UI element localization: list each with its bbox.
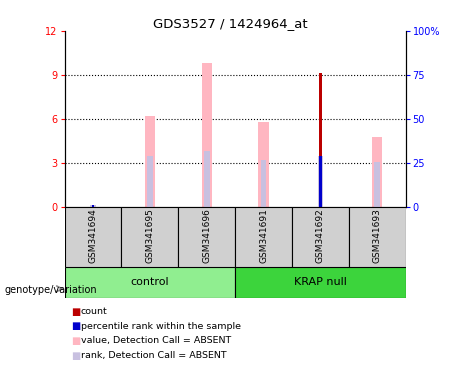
Text: count: count: [81, 307, 107, 316]
Text: ■: ■: [71, 336, 81, 346]
Text: GSM341694: GSM341694: [89, 209, 97, 263]
Text: ■: ■: [71, 307, 81, 317]
Text: control: control: [130, 277, 169, 287]
Bar: [292, 207, 349, 267]
Text: GSM341691: GSM341691: [259, 209, 268, 263]
Bar: [372, 137, 382, 207]
Text: GSM341695: GSM341695: [145, 209, 154, 263]
Text: GSM341696: GSM341696: [202, 209, 211, 263]
Bar: [235, 207, 292, 267]
Bar: [319, 73, 322, 207]
Text: ■: ■: [71, 321, 81, 331]
Bar: [349, 207, 406, 267]
Bar: [319, 156, 322, 207]
Bar: [121, 207, 178, 267]
Text: value, Detection Call = ABSENT: value, Detection Call = ABSENT: [81, 336, 231, 346]
Bar: [261, 160, 266, 207]
Bar: [318, 156, 323, 207]
Text: GDS3527 / 1424964_at: GDS3527 / 1424964_at: [153, 17, 308, 30]
Bar: [65, 267, 235, 298]
Bar: [259, 122, 269, 207]
Bar: [235, 267, 406, 298]
Text: KRAP null: KRAP null: [294, 277, 347, 287]
Text: rank, Detection Call = ABSENT: rank, Detection Call = ABSENT: [81, 351, 226, 360]
Bar: [65, 207, 121, 267]
Text: GSM341692: GSM341692: [316, 209, 325, 263]
Text: genotype/variation: genotype/variation: [5, 285, 97, 295]
Bar: [92, 205, 95, 207]
Text: GSM341693: GSM341693: [373, 209, 382, 263]
Bar: [201, 63, 212, 207]
Bar: [374, 162, 380, 207]
Bar: [147, 156, 153, 207]
Text: percentile rank within the sample: percentile rank within the sample: [81, 322, 241, 331]
Text: ■: ■: [71, 351, 81, 361]
Bar: [204, 151, 209, 207]
Bar: [178, 207, 235, 267]
Bar: [145, 116, 155, 207]
Bar: [90, 205, 96, 207]
